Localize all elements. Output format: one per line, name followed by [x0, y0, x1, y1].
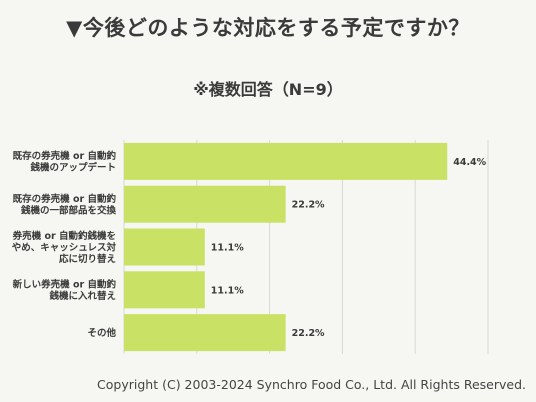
category-label-1: 既存の券売機 or 自動釣銭機の一部部品を交換 — [13, 193, 117, 217]
value-label-3: 11.1% — [211, 285, 244, 296]
bar-0 — [124, 142, 448, 180]
category-label-4: その他 — [87, 327, 116, 339]
value-label-4: 22.2% — [292, 328, 325, 339]
chart-title: ▼今後どのような対応をする予定ですか？ — [66, 16, 470, 40]
category-label-2: 券売機 or 自動釣銭機をやめ、キャッシュレス対応に切り替え — [12, 230, 117, 265]
bar-4 — [124, 314, 286, 352]
value-label-2: 11.1% — [211, 243, 244, 254]
bar-1 — [124, 185, 286, 223]
value-label-1: 22.2% — [292, 200, 325, 211]
category-label-0: 既存の券売機 or 自動釣銭機のアップデート — [13, 150, 117, 174]
chart-subtitle: ※複数回答（N=9） — [193, 80, 343, 99]
copyright-footer: Copyright (C) 2003-2024 Synchro Food Co.… — [97, 377, 526, 392]
bar-2 — [124, 228, 205, 266]
value-label-0: 44.4% — [453, 157, 486, 168]
bar-3 — [124, 271, 205, 309]
category-label-3: 新しい券売機 or 自動釣銭機に入れ替え — [13, 279, 117, 303]
